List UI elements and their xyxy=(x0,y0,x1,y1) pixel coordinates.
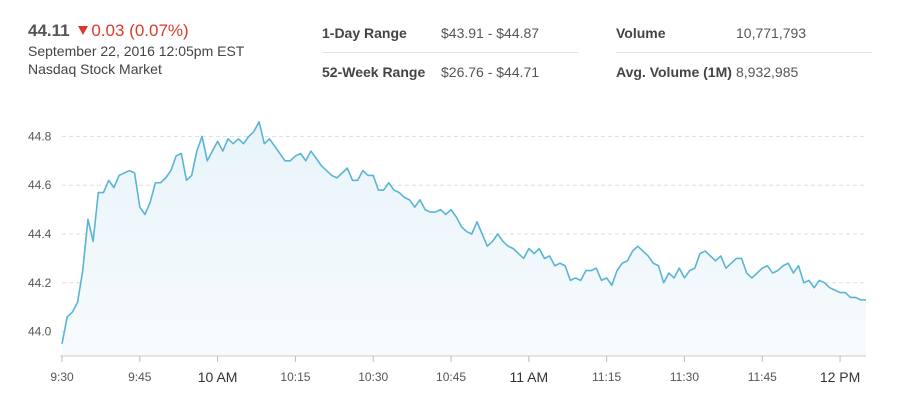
stat-avg-volume-value: 8,932,985 xyxy=(736,64,799,80)
price-area xyxy=(62,121,866,356)
stats-divider-right xyxy=(616,52,872,53)
x-tick-label: 11:15 xyxy=(592,370,621,384)
y-tick-label: 44.0 xyxy=(28,325,52,339)
x-axis: 9:30 9:45 10 AM 10:15 10:30 10:45 11 AM 11:15 11… xyxy=(50,355,866,385)
price-change: 0.03 (0.07%) xyxy=(78,21,189,40)
quote-exchange: Nasdaq Stock Market xyxy=(28,61,162,77)
x-tick-label: 11:30 xyxy=(670,370,699,384)
price-line: 44.11 0.03 (0.07%) xyxy=(28,20,244,42)
stats-divider-left xyxy=(322,52,578,53)
quote-header: 44.11 0.03 (0.07%) September 22, 2016 12… xyxy=(28,20,244,78)
stat-volume-label: Volume xyxy=(616,25,666,41)
stat-day-range-label: 1-Day Range xyxy=(322,25,407,41)
x-tick-label: 10:30 xyxy=(358,370,388,384)
x-tick-label: 11 AM xyxy=(510,369,549,385)
last-price: 44.11 xyxy=(28,21,70,40)
y-tick-label: 44.6 xyxy=(28,178,52,192)
y-tick-label: 44.2 xyxy=(28,276,52,290)
x-tick-label: 10:45 xyxy=(436,370,466,384)
x-tick-label: 9:45 xyxy=(128,370,152,384)
x-tick-label: 11:45 xyxy=(748,370,777,384)
x-tick-label: 9:30 xyxy=(50,370,74,384)
line-layer xyxy=(61,120,866,344)
stat-52week-range-value: $26.76 - $44.71 xyxy=(441,64,540,80)
stat-volume-value: 10,771,793 xyxy=(736,25,807,41)
quote-timestamp: September 22, 2016 12:05pm EST xyxy=(28,43,245,59)
y-tick-label: 44.4 xyxy=(28,227,52,241)
stat-day-range-value: $43.91 - $44.87 xyxy=(441,25,540,41)
y-axis-labels: 44.0 44.2 44.4 44.6 44.8 xyxy=(28,129,52,338)
y-tick-label: 44.8 xyxy=(28,129,52,143)
stat-avg-volume-label: Avg. Volume (1M) xyxy=(616,64,732,80)
x-tick-label: 12 PM xyxy=(820,369,860,385)
price-change-value: 0.03 (0.07%) xyxy=(91,21,189,40)
x-tick-label: 10 AM xyxy=(198,369,238,385)
down-arrow-icon xyxy=(78,26,89,35)
stat-52week-range-label: 52-Week Range xyxy=(322,64,426,80)
x-tick-label: 10:15 xyxy=(280,370,310,384)
area-layer xyxy=(62,121,866,356)
price-line xyxy=(61,120,866,344)
